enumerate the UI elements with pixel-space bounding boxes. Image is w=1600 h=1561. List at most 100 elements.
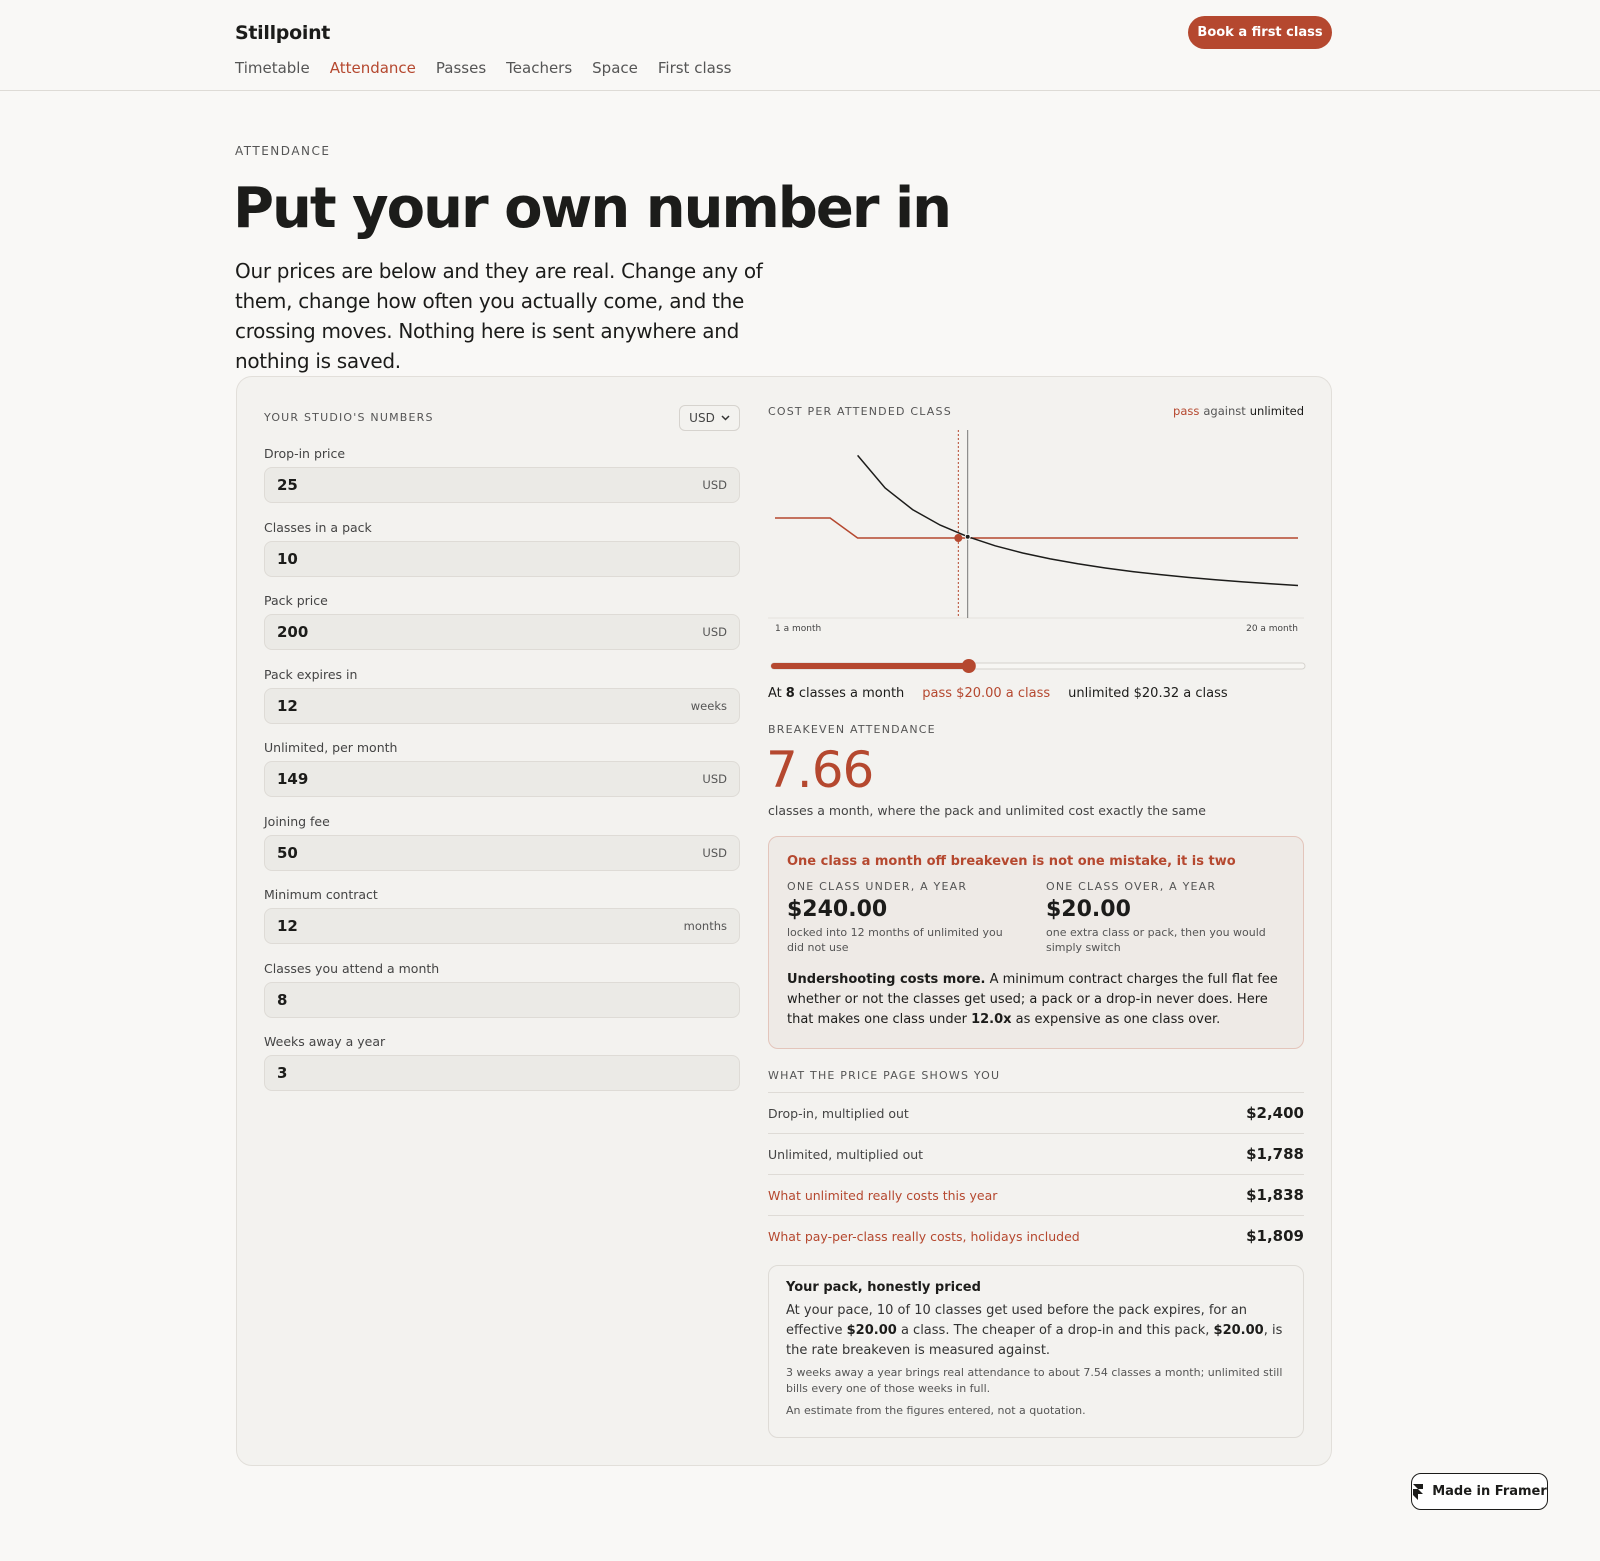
fields: Drop-in price 25 USD Classes in a pack 10 Pac… [264, 445, 740, 1107]
field-label: Pack expires in [264, 666, 358, 682]
slider-thumb[interactable] [961, 659, 976, 673]
table-row: Unlimited, multiplied out $1,788 [768, 1133, 1304, 1174]
attendance-slider[interactable] [770, 658, 1306, 674]
field-input[interactable]: 200 USD [264, 614, 740, 650]
field-label: Classes in a pack [264, 519, 372, 535]
field: Unlimited, per month 149 USD [264, 739, 740, 813]
field: Pack price 200 USD [264, 592, 740, 666]
field: Weeks away a year 3 [264, 1033, 740, 1107]
col-note: one extra class or pack, then you would … [1046, 926, 1266, 954]
field-unit: USD [702, 625, 727, 639]
cta-button[interactable]: Book a first class [1188, 16, 1332, 49]
field: Classes you attend a month 8 [264, 960, 740, 1034]
brand[interactable]: Stillpoint [235, 22, 331, 44]
badge-text: Made in Framer [1432, 1484, 1547, 1499]
nav: Timetable Attendance Passes Teachers Space Fi… [235, 59, 731, 77]
text-part: At your pace, 10 of 10 classes get used … [786, 1303, 1248, 1338]
field: Drop-in price 25 USD [264, 445, 740, 519]
nav-link[interactable]: Attendance [329, 59, 416, 77]
text-part: $20.00 [1213, 1323, 1264, 1338]
breakeven-dot [954, 534, 963, 542]
field-input[interactable]: 25 USD [264, 467, 740, 503]
field-input[interactable]: 10 [264, 540, 740, 577]
field-input[interactable]: 8 [264, 981, 740, 1018]
text-part: 12.0x [971, 1012, 1012, 1027]
col-amount: $240.00 [787, 897, 888, 922]
field-value: 3 [277, 1064, 288, 1082]
table: Drop-in, multiplied out $2,400 Unlimited, … [768, 1092, 1304, 1256]
nav-link[interactable]: Space [592, 59, 638, 77]
callout-col: ONE CLASS UNDER, A YEAR $240.00 locked int… [787, 880, 1022, 955]
table-row: Drop-in, multiplied out $2,400 [768, 1092, 1304, 1133]
legend: pass against unlimited [1000, 404, 1304, 418]
callout-title: One class a month off breakeven is not o… [787, 854, 1236, 869]
field-label: Drop-in price [264, 446, 346, 461]
summary-prefix: At [768, 686, 782, 701]
table-heading: WHAT THE PRICE PAGE SHOWS YOU [768, 1069, 1001, 1082]
text-part: Undershooting costs more. [787, 972, 986, 987]
row-label: What unlimited really costs this year [768, 1187, 998, 1203]
summary-suffix: classes a month [798, 686, 905, 701]
field: Minimum contract 12 months [264, 886, 740, 960]
field-input[interactable]: 12 months [264, 908, 740, 944]
field-unit: USD [702, 478, 727, 492]
field-unit: weeks [690, 698, 727, 713]
breakeven-heading: BREAKEVEN ATTENDANCE [768, 723, 936, 736]
field-unit: USD [702, 772, 727, 786]
row-label: What pay-per-class really costs, holiday… [768, 1228, 1080, 1244]
pack-note: 3 weeks away a year brings real attendan… [786, 1366, 1283, 1395]
table-row: What pay-per-class really costs, holiday… [768, 1215, 1304, 1256]
callout-col: ONE CLASS OVER, A YEAR $20.00 one extra cl… [1046, 880, 1281, 955]
pack-disclaimer: An estimate from the figures entered, no… [786, 1404, 1086, 1417]
x-tick-label: 1 a month [775, 624, 821, 634]
text-part: as expensive as one class over. [1011, 1012, 1221, 1027]
field-input[interactable]: 12 weeks [264, 687, 740, 724]
callout-cols: ONE CLASS UNDER, A YEAR $240.00 locked int… [787, 880, 1285, 955]
field-value: 149 [277, 770, 309, 788]
field-value: 8 [277, 990, 288, 1009]
nav-link[interactable]: Timetable [235, 59, 310, 77]
nav-link[interactable]: Teachers [506, 59, 573, 77]
col-amount: $20.00 [1046, 897, 1131, 922]
inputs-heading: YOUR STUDIO'S NUMBERS [264, 411, 434, 424]
header-rule [0, 90, 1600, 91]
pack-box: Your pack, honestly priced At your pace,… [768, 1265, 1304, 1438]
legend-pass: pass [1173, 404, 1200, 418]
col-label: ONE CLASS OVER, A YEAR [1046, 880, 1217, 893]
currency: USD [689, 411, 715, 425]
hero-title: Put your own number in [233, 176, 952, 241]
breakeven-caption: classes a month, where the pack and unli… [768, 803, 1206, 818]
field-label: Unlimited, per month [264, 740, 398, 755]
chart-title: COST PER ATTENDED CLASS [768, 405, 952, 418]
row-value: $2,400 [1246, 1104, 1304, 1122]
field-unit: USD [702, 845, 727, 860]
current-dot [964, 533, 971, 540]
nav-link[interactable]: First class [657, 59, 732, 77]
row-label: Unlimited, multiplied out [768, 1146, 924, 1162]
slider-fill [771, 663, 970, 669]
text-part: a class. The cheaper of a drop-in and th… [896, 1323, 1214, 1338]
currency-select[interactable]: USD [679, 405, 740, 431]
field-input[interactable]: 149 USD [264, 761, 740, 797]
series-line [775, 517, 1298, 539]
field-value: 50 [277, 843, 298, 862]
field-value: 25 [277, 476, 298, 494]
field-input[interactable]: 3 [264, 1055, 740, 1091]
pack-body: At your pace, 10 of 10 classes get used … [786, 1301, 1286, 1361]
chart: 1 a month 20 a month [768, 430, 1304, 634]
field-label: Pack price [264, 593, 328, 608]
framer-badge[interactable]: Made in Framer [1411, 1473, 1548, 1510]
nav-link[interactable]: Passes [435, 59, 487, 77]
field-value: 12 [277, 696, 298, 715]
hero-intro: Our prices are below and they are real. … [235, 259, 763, 373]
chevron [721, 415, 730, 421]
eyebrow: ATTENDANCE [235, 144, 331, 158]
field-label: Joining fee [264, 813, 330, 829]
text-part: , is the rate breakeven is measured agai… [786, 1323, 1283, 1358]
legend-joiner: against [1203, 404, 1246, 418]
summary-unlimited: unlimited $20.32 a class [1068, 686, 1228, 701]
field-label: Classes you attend a month [264, 960, 440, 976]
field-input[interactable]: 50 USD [264, 834, 740, 871]
